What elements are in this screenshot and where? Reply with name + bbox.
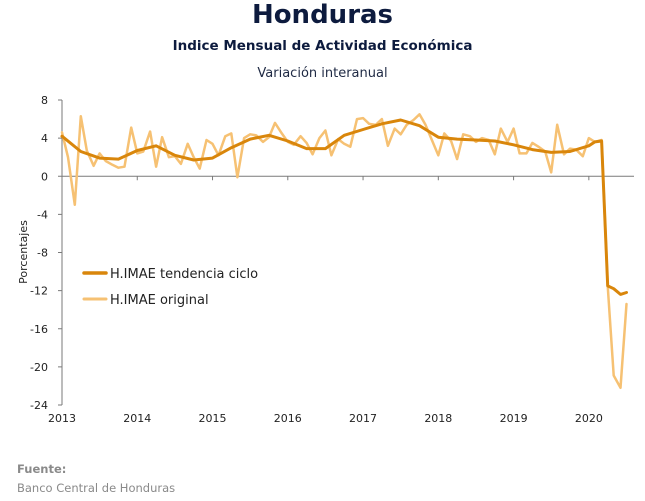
x-tick-label: 2017 [349, 412, 377, 425]
legend-label: H.IMAE tendencia ciclo [110, 267, 258, 282]
chart-title: Honduras [251, 0, 394, 30]
x-tick-label: 2018 [424, 412, 452, 425]
y-tick-label: -16 [30, 323, 48, 336]
x-tick-label: 2014 [123, 412, 151, 425]
x-tick-label: 2013 [48, 412, 76, 425]
x-tick-label: 2015 [199, 412, 227, 425]
y-tick-label: -24 [30, 399, 48, 412]
legend-item-trend: H.IMAE tendencia ciclo [82, 267, 258, 282]
y-tick-label: -8 [37, 247, 48, 260]
series-line-trend [60, 118, 628, 296]
source-text: Banco Central de Honduras [17, 481, 176, 495]
series-line-original [60, 113, 628, 390]
series-layer [60, 113, 628, 390]
y-tick-label: -20 [30, 361, 48, 374]
x-tick-label: 2020 [575, 412, 603, 425]
y-axis-label: Porcentajes [17, 220, 30, 284]
y-tick-label: 8 [41, 94, 48, 107]
y-tick-label: -4 [37, 208, 48, 221]
chart-sub-subtitle: Variación interanual [257, 66, 388, 81]
chart-subtitle: Indice Mensual de Actividad Económica [172, 38, 473, 54]
legend: H.IMAE tendencia ciclo H.IMAE original [82, 267, 258, 308]
y-tick-label: 0 [41, 170, 48, 183]
legend-label: H.IMAE original [110, 293, 209, 308]
y-tick-label: -12 [30, 285, 48, 298]
source-label: Fuente: [17, 462, 67, 476]
x-tick-label: 2016 [274, 412, 302, 425]
legend-item-original: H.IMAE original [82, 293, 209, 308]
x-tick-label: 2019 [500, 412, 528, 425]
y-tick-label: 4 [41, 132, 48, 145]
